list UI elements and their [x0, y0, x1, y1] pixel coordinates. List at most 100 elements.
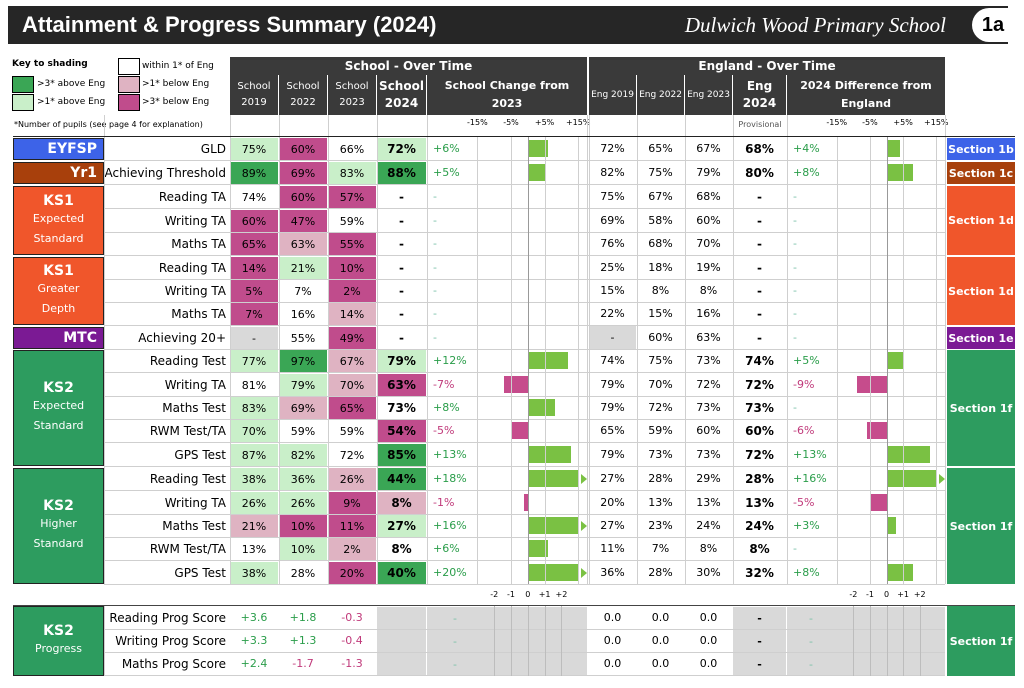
school-value-cell: 81% — [230, 374, 278, 396]
grid-line — [104, 115, 105, 584]
group-sub-label: Greater — [37, 282, 80, 295]
section-link: Section 1d — [947, 186, 1015, 255]
progress-england-value: 0.0 — [699, 634, 718, 647]
grid-line — [104, 466, 945, 467]
school-change-value: +12% — [433, 354, 467, 367]
row-label: GLD — [200, 141, 226, 156]
england-col-header: Eng 2022 — [637, 75, 684, 115]
grid-line — [511, 606, 512, 676]
school-value-cell: 59% — [328, 420, 376, 442]
school-value-cell: 13% — [230, 538, 278, 560]
england-2024-cell: - — [757, 213, 762, 228]
school-change-value: -1% — [433, 496, 455, 509]
school-change-value: -5% — [433, 424, 455, 437]
row-label: Maths TA — [171, 236, 226, 251]
england-value-cell: 59% — [648, 424, 673, 437]
school-change-value: - — [433, 331, 437, 344]
page-header: Attainment & Progress Summary (2024) Dul… — [0, 0, 1024, 50]
progress-change-cell: - — [427, 653, 587, 675]
england-value-cell: 69% — [600, 214, 625, 227]
grid-line — [494, 606, 496, 676]
england-diff-scale-label: -5% — [862, 117, 878, 127]
key-title: Key to shading — [12, 59, 88, 69]
school-change-value: -7% — [433, 378, 455, 391]
grid-line — [104, 419, 945, 420]
grid-line — [936, 137, 938, 584]
england-value-cell: 23% — [648, 519, 673, 532]
england-value-cell: 58% — [648, 214, 673, 227]
school-2024-cell: - — [377, 233, 426, 255]
progress-diff-cell: - — [787, 653, 945, 675]
england-value-cell: 73% — [696, 401, 721, 414]
england-diff-value: - — [793, 307, 797, 320]
grid-line — [903, 606, 905, 676]
england-diff-bar — [866, 422, 887, 439]
progress-school-value: +2.4 — [240, 657, 268, 670]
progress-england-value: 0.0 — [651, 634, 670, 647]
row-label: RWM Test/TA — [149, 423, 226, 438]
school-value-cell: 60% — [230, 210, 278, 232]
grid-line — [903, 137, 905, 584]
progress-school-value: -1.7 — [292, 657, 314, 670]
school-change-bar — [504, 376, 528, 393]
grid-line — [230, 115, 231, 584]
england-2024-cell: 24% — [745, 518, 774, 533]
group-label: EYFSP — [13, 138, 104, 160]
grid-line — [104, 442, 945, 443]
school-2024-cell: 72% — [377, 138, 426, 160]
school-2024-cell: 85% — [377, 444, 426, 466]
school-value-cell: 11% — [328, 515, 376, 537]
england-2024-cell: - — [757, 330, 762, 345]
england-diff-value: -9% — [793, 378, 815, 391]
progress-school-value: -0.4 — [341, 634, 363, 647]
progress-school-value: +1.8 — [289, 611, 317, 624]
school-value-cell: 2% — [328, 280, 376, 302]
grid-line — [104, 325, 945, 326]
grid-line — [886, 137, 888, 584]
school-value-cell: 97% — [279, 350, 327, 372]
school-change-value: +6% — [433, 542, 460, 555]
row-label: Writing TA — [164, 377, 226, 392]
school-name: Dulwich Wood Primary School — [684, 13, 946, 37]
progress-row-label: Reading Prog Score — [109, 610, 226, 625]
school-value-cell: 63% — [279, 233, 327, 255]
england-2024-cell: 68% — [745, 141, 774, 156]
school-change-bar — [527, 446, 572, 463]
school-value-cell: 38% — [230, 562, 278, 584]
england-progress-scale-label: -1 — [865, 589, 874, 599]
school-value-cell: 74% — [230, 186, 278, 208]
group-label: Yr1 — [13, 162, 104, 184]
grid-line — [104, 584, 945, 585]
grid-line — [945, 115, 946, 584]
school-change-value: - — [433, 284, 437, 297]
school-value-cell: 16% — [279, 303, 327, 325]
school-value-cell: 60% — [279, 186, 327, 208]
school-2024-cell: 63% — [377, 374, 426, 396]
england-diff-value: - — [793, 190, 797, 203]
group-name: KS2 — [43, 380, 74, 396]
england-2024-cell: 80% — [745, 165, 774, 180]
school-value-cell: 82% — [279, 444, 327, 466]
shading-key: Key to shading within 1* of Eng >3* abov… — [10, 56, 230, 136]
progress-school-2024-cell — [377, 607, 426, 629]
school-value-cell: 9% — [328, 492, 376, 514]
school-change-value: +20% — [433, 566, 467, 579]
england-value-cell: 27% — [600, 519, 625, 532]
england-progress-scale-label: 0 — [883, 589, 890, 599]
row-label: GPS Test — [174, 447, 226, 462]
england-2024-cell: 32% — [745, 565, 774, 580]
progress-school-value: +3.6 — [240, 611, 268, 624]
england-value-cell: 18% — [648, 261, 673, 274]
row-label: GPS Test — [174, 565, 226, 580]
school-progress-scale-label: +1 — [538, 589, 551, 599]
england-value-cell: 13% — [696, 496, 721, 509]
school-value-cell: 77% — [230, 350, 278, 372]
progress-school-value: +1.3 — [289, 634, 317, 647]
england-diff-value: +13% — [793, 448, 827, 461]
school-change-value: - — [433, 307, 437, 320]
england-value-cell: 8% — [651, 284, 670, 297]
row-label: Achieving 20+ — [138, 330, 226, 345]
bar-overflow-arrow — [939, 474, 945, 484]
england-value-cell: 75% — [648, 354, 673, 367]
england-value-cell: 8% — [699, 542, 718, 555]
